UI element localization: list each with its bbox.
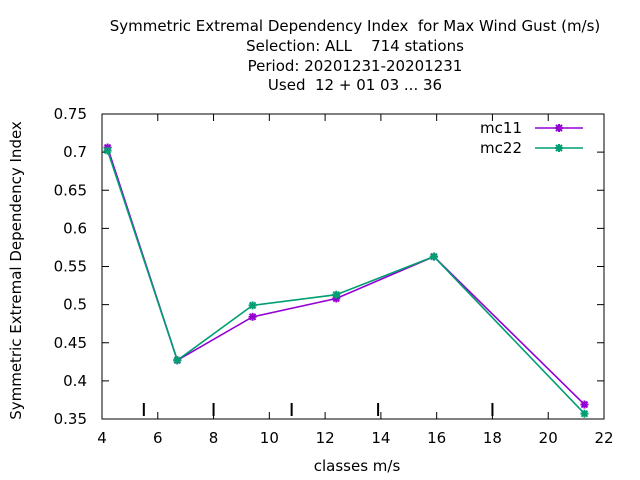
x-tick-label: 8 <box>209 429 219 447</box>
x-tick-label: 22 <box>594 429 613 447</box>
chart-title: Symmetric Extremal Dependency Index for … <box>109 17 601 35</box>
x-tick-label: 10 <box>260 429 279 447</box>
x-tick-label: 12 <box>316 429 335 447</box>
y-tick-label: 0.7 <box>63 143 87 161</box>
y-tick-label: 0.45 <box>54 334 87 352</box>
legend-marker-mc11 <box>555 124 563 132</box>
x-tick-label: 14 <box>371 429 390 447</box>
series-point-mc22 <box>103 146 112 155</box>
y-tick-label: 0.6 <box>63 219 87 237</box>
y-tick-label: 0.5 <box>63 296 87 314</box>
x-tick-label: 6 <box>153 429 163 447</box>
series-point-mc22 <box>580 409 589 418</box>
x-tick-label: 18 <box>483 429 502 447</box>
chart-subtitle-used: Used 12 + 01 03 ... 36 <box>267 76 443 94</box>
legend-label-mc22: mc22 <box>480 139 522 157</box>
x-tick-label: 20 <box>539 429 558 447</box>
legend-marker-mc22 <box>555 144 563 152</box>
y-tick-label: 0.35 <box>54 410 87 428</box>
series-point-mc11 <box>248 312 257 321</box>
series-line-mc11 <box>106 147 586 406</box>
x-tick-label: 16 <box>427 429 446 447</box>
y-tick-label: 0.4 <box>63 372 87 390</box>
series-point-mc22 <box>429 252 438 261</box>
plot-frame <box>101 113 605 420</box>
y-tick-label: 0.55 <box>54 258 87 276</box>
y-axis-label: Symmetric Extremal Dependency Index <box>7 121 25 420</box>
chart-subtitle-period: Period: 20201231-20201231 <box>247 57 463 75</box>
x-axis-label: classes m/s <box>314 457 401 475</box>
y-tick-label: 0.65 <box>54 181 87 199</box>
series-point-mc22 <box>332 290 341 299</box>
legend-label-mc11: mc11 <box>480 119 522 137</box>
chart-subtitle-selection: Selection: ALL 714 stations <box>246 37 464 55</box>
series-point-mc22 <box>248 301 257 310</box>
series-line-mc22 <box>106 150 586 415</box>
x-tick-label: 4 <box>97 429 107 447</box>
y-tick-label: 0.75 <box>54 105 87 123</box>
series-point-mc11 <box>580 400 589 409</box>
series-point-mc22 <box>173 356 182 365</box>
